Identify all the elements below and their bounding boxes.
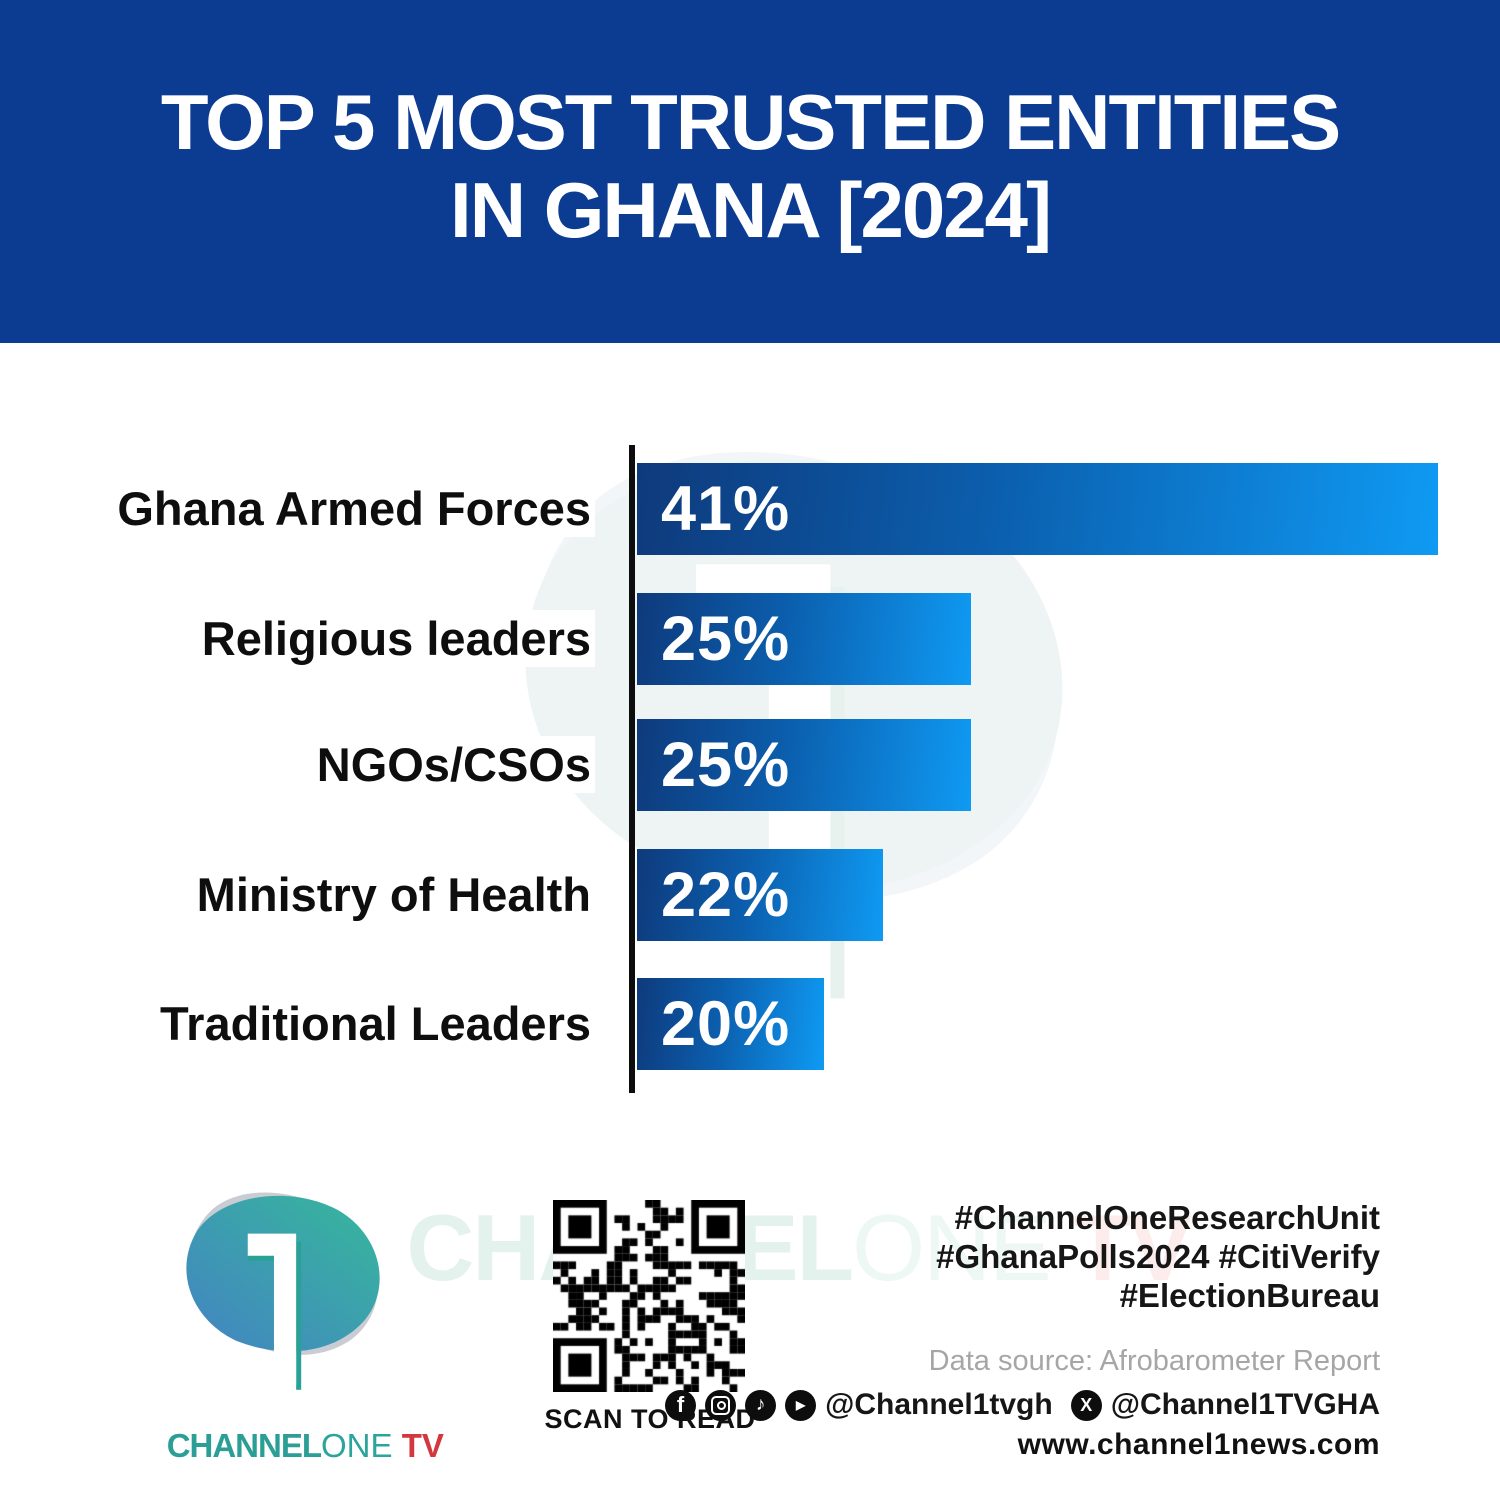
youtube-icon: ▶	[785, 1389, 817, 1421]
instagram-icon	[705, 1389, 737, 1421]
bar-label-2: Religious leaders	[20, 610, 595, 667]
bar-traditional-leaders: 20%	[637, 978, 824, 1070]
bar-label-4: Ministry of Health	[20, 866, 595, 923]
data-source: Data source: Afrobarometer Report	[928, 1345, 1380, 1377]
bar-ngos-csos: 25%	[637, 719, 971, 811]
website-url: www.channel1news.com	[1017, 1428, 1380, 1461]
bar-religious-leaders: 25%	[637, 593, 971, 685]
page-title: TOP 5 MOST TRUSTED ENTITIES IN GHANA [20…	[0, 78, 1500, 254]
channel-one-logo	[186, 1192, 380, 1390]
x-icon: X	[1070, 1389, 1102, 1421]
bar-ministry-of-health: 22%	[637, 849, 883, 941]
bar-label-3: NGOs/CSOs	[20, 736, 595, 793]
facebook-icon: f	[665, 1389, 697, 1421]
bar-value-label: 22%	[661, 860, 791, 930]
bar-value-label: 41%	[661, 474, 791, 544]
bar-value-label: 20%	[661, 989, 791, 1059]
bar-label-1: Ghana Armed Forces	[20, 480, 595, 537]
header-banner: TOP 5 MOST TRUSTED ENTITIES IN GHANA [20…	[0, 0, 1500, 343]
hashtag-line-3: #ElectionBureau	[1119, 1277, 1380, 1314]
bar-value-label: 25%	[661, 730, 791, 800]
page-title-line2: IN GHANA [2024]	[450, 166, 1052, 254]
logo-one-numeral	[247, 1233, 297, 1385]
page-title-line1: TOP 5 MOST TRUSTED ENTITIES	[160, 78, 1341, 166]
hashtag-line-1: #ChannelOneResearchUnit	[954, 1199, 1380, 1236]
chart-axis	[629, 445, 635, 1093]
hashtag-line-2: #GhanaPolls2024 #CitiVerify	[936, 1238, 1380, 1275]
hashtags: #ChannelOneResearchUnit #GhanaPolls2024 …	[760, 1198, 1380, 1315]
tiktok-icon: ♪	[745, 1389, 777, 1421]
logo-one-tail	[296, 1241, 302, 1390]
qr-code	[553, 1200, 745, 1392]
social-handle-2: @Channel1TVGHA	[1110, 1388, 1380, 1421]
logo-wordmark: CHANNELONE TV	[166, 1427, 444, 1464]
bar-value-label: 25%	[661, 604, 791, 674]
social-handle-1: @Channel1tvgh	[825, 1388, 1053, 1421]
bar-label-5: Traditional Leaders	[20, 995, 595, 1052]
footer-right-block: #ChannelOneResearchUnit #GhanaPolls2024 …	[665, 1198, 1380, 1462]
social-row: f ♪ ▶ @Channel1tvgh X @Channel1TVGHA	[665, 1388, 1380, 1422]
bar-ghana-armed-forces: 41%	[637, 463, 1438, 555]
